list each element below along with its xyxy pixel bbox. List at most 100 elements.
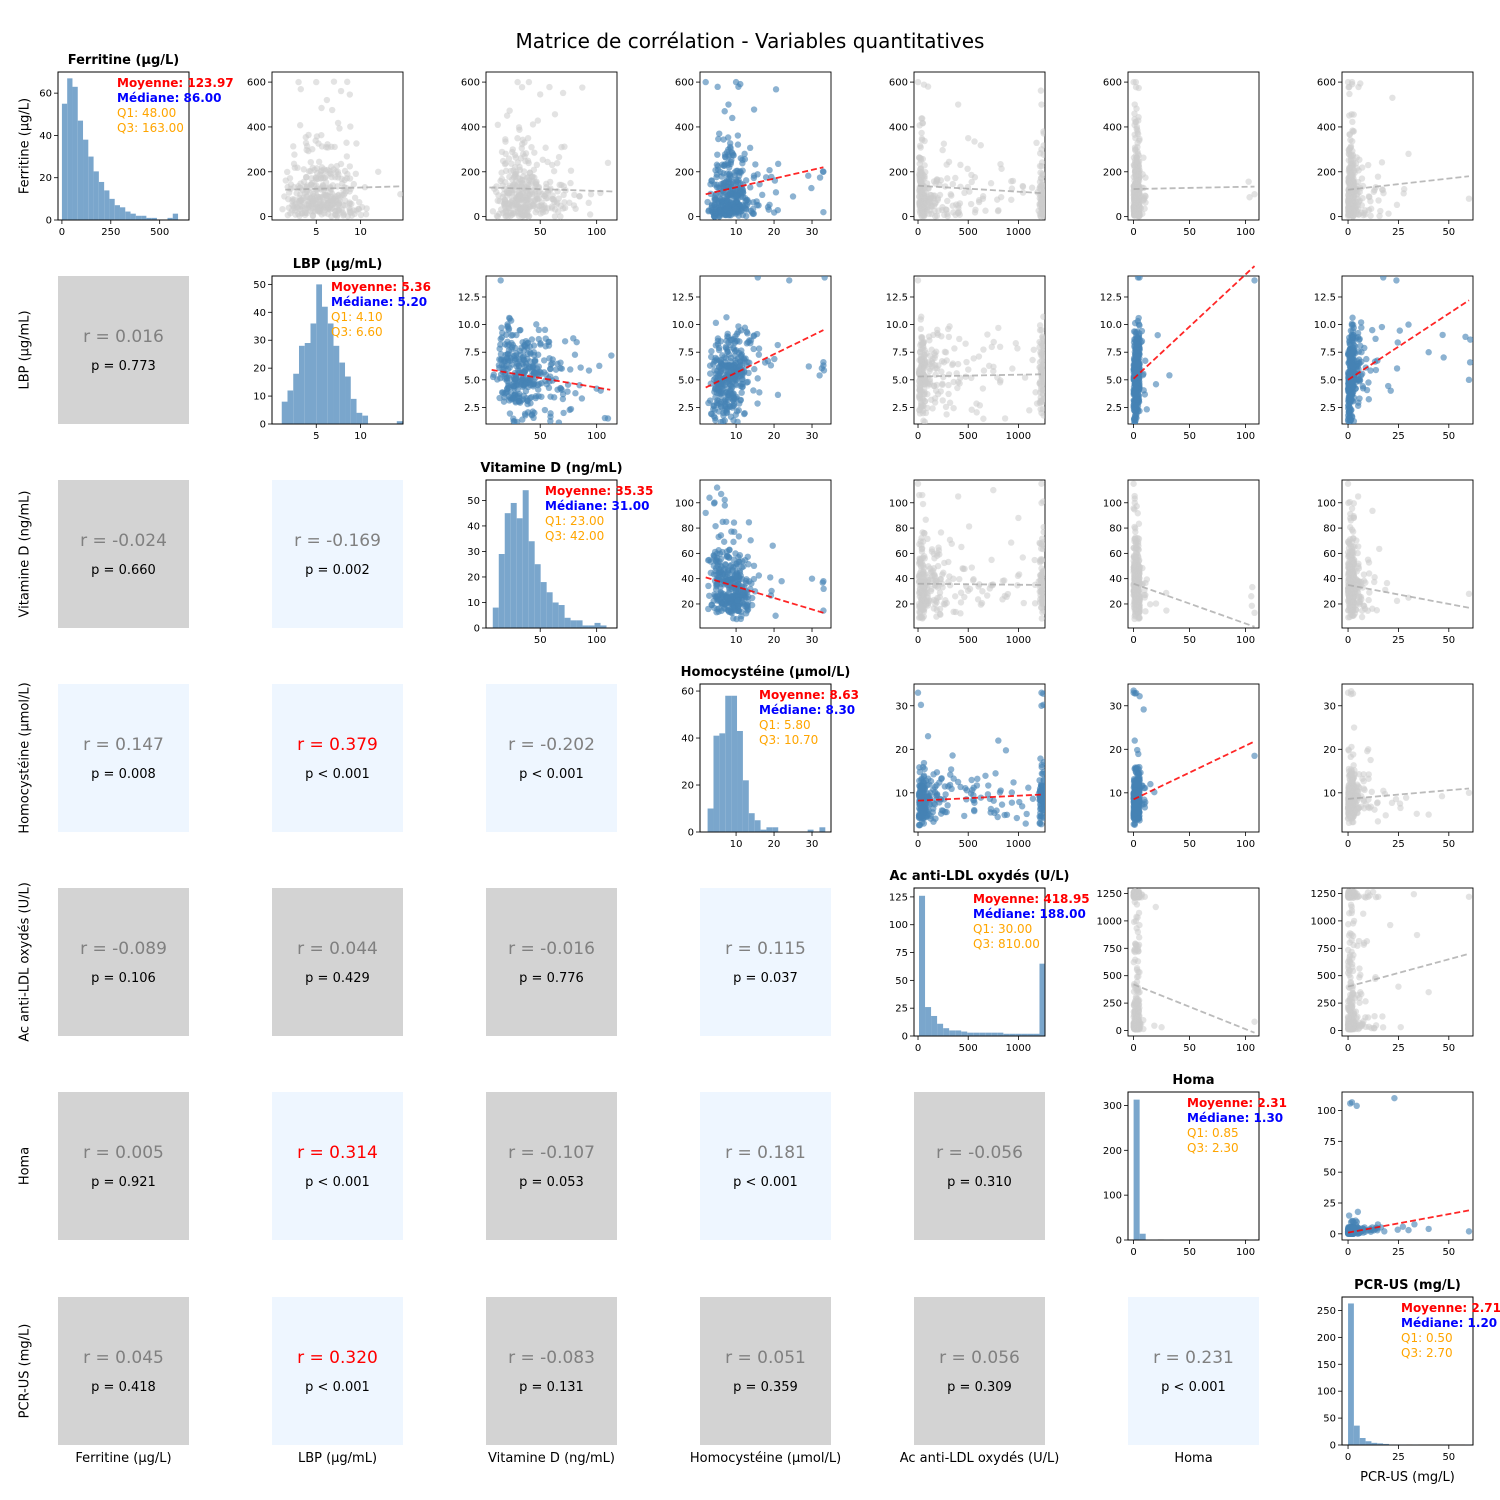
scatter-point <box>961 565 968 573</box>
scatter-point <box>1363 386 1371 394</box>
scatter-point <box>530 364 537 371</box>
scatter-point <box>512 201 520 209</box>
x-tick-label: 50 <box>1183 1247 1196 1258</box>
scatter-point <box>954 360 962 368</box>
y-tick-label: 100 <box>675 498 694 509</box>
scatter-point <box>732 333 739 340</box>
scatter-point <box>579 84 586 91</box>
scatter-point <box>994 196 1001 203</box>
correlation-box <box>272 888 403 1036</box>
scatter-point <box>547 410 554 417</box>
histogram-bar <box>807 829 814 832</box>
trend-line <box>489 186 614 193</box>
scatter-point <box>361 184 369 191</box>
x-tick-label: 50 <box>534 635 547 646</box>
scatter-point <box>294 164 301 171</box>
scatter-point <box>722 154 729 161</box>
histogram-bar <box>546 592 553 628</box>
trend-line <box>705 329 824 389</box>
correlation-r: r = -0.083 <box>508 1348 595 1368</box>
scatter-point <box>544 194 551 202</box>
scatter-point <box>713 173 720 181</box>
x-tick-label: 500 <box>959 227 978 238</box>
scatter-point <box>539 156 546 163</box>
scatter-point <box>922 597 929 604</box>
scatter-point <box>949 202 956 209</box>
scatter-point <box>1348 397 1356 404</box>
scatter-point <box>362 211 370 218</box>
scatter-point <box>945 381 952 389</box>
histogram-bar <box>119 207 126 220</box>
histogram-bar <box>570 620 577 628</box>
scatter-point <box>282 177 289 184</box>
scatter-point <box>944 325 952 333</box>
scatter-point <box>1032 389 1039 396</box>
correlation-r: r = -0.056 <box>936 1143 1023 1163</box>
scatter-point <box>996 343 1004 351</box>
scatter-point <box>732 381 740 389</box>
histogram-bar <box>1039 963 1046 1036</box>
y-tick-label: 30 <box>253 336 266 347</box>
scatter-point <box>318 104 325 112</box>
scatter-point <box>1346 417 1354 424</box>
y-tick-label: 600 <box>675 78 694 89</box>
trend-line <box>1347 299 1470 381</box>
scatter-point <box>916 541 923 548</box>
scatter-point <box>608 352 615 359</box>
scatter-point <box>937 576 944 583</box>
scatter-point <box>927 587 935 595</box>
scatter-point <box>719 379 726 387</box>
x-tick-label: 1000 <box>1006 1043 1031 1054</box>
scatter-point <box>1009 365 1016 372</box>
scatter-point <box>1141 205 1148 212</box>
scatter-point <box>956 335 963 343</box>
scatter-point <box>1347 355 1354 363</box>
scatter-point <box>516 205 524 213</box>
scatter-point <box>705 208 712 215</box>
histogram-bar <box>151 217 157 220</box>
scatter-point <box>534 117 542 124</box>
histogram-bar <box>707 808 714 832</box>
scatter-point <box>712 319 720 327</box>
scatter-point <box>1132 384 1139 392</box>
scatter-point <box>954 493 962 500</box>
scatter-point <box>511 375 518 383</box>
scatter-point <box>363 205 370 212</box>
axes-frame <box>1127 1091 1260 1241</box>
scatter-point <box>711 548 719 556</box>
histogram-bar <box>1377 1443 1384 1445</box>
y-tick-label: 0 <box>1330 212 1336 223</box>
scatter-point <box>722 343 729 351</box>
correlation-r: r = 0.147 <box>83 735 164 755</box>
scatter-point <box>714 337 722 345</box>
scatter-point <box>1134 195 1142 202</box>
scatter-point <box>356 199 363 206</box>
scatter-point <box>917 165 925 172</box>
correlation-box <box>914 1092 1045 1240</box>
scatter-point <box>513 362 520 370</box>
histogram-title: Ac anti-LDL oxydés (U/L) <box>890 869 1070 884</box>
scatter-point <box>330 78 338 85</box>
scatter-point <box>535 189 542 196</box>
scatter-point <box>990 363 997 370</box>
x-tick-label: 100 <box>1236 227 1255 238</box>
scatter-point <box>752 161 759 168</box>
scatter-point <box>919 500 927 508</box>
scatter-point <box>1140 197 1147 204</box>
scatter-point <box>730 615 737 622</box>
scatter-point <box>711 414 719 422</box>
scatter-point <box>721 108 728 115</box>
scatter-point <box>741 556 749 564</box>
stat-q3: Q3: 6.60 <box>331 325 383 339</box>
scatter-point <box>921 195 929 203</box>
scatter-point <box>771 355 778 363</box>
scatter-point <box>1348 198 1355 205</box>
scatter-point <box>714 83 721 91</box>
correlation-r: r = 0.005 <box>83 1143 164 1163</box>
scatter-point <box>1038 615 1045 622</box>
scatter-point <box>515 124 523 131</box>
scatter-point <box>917 155 925 162</box>
